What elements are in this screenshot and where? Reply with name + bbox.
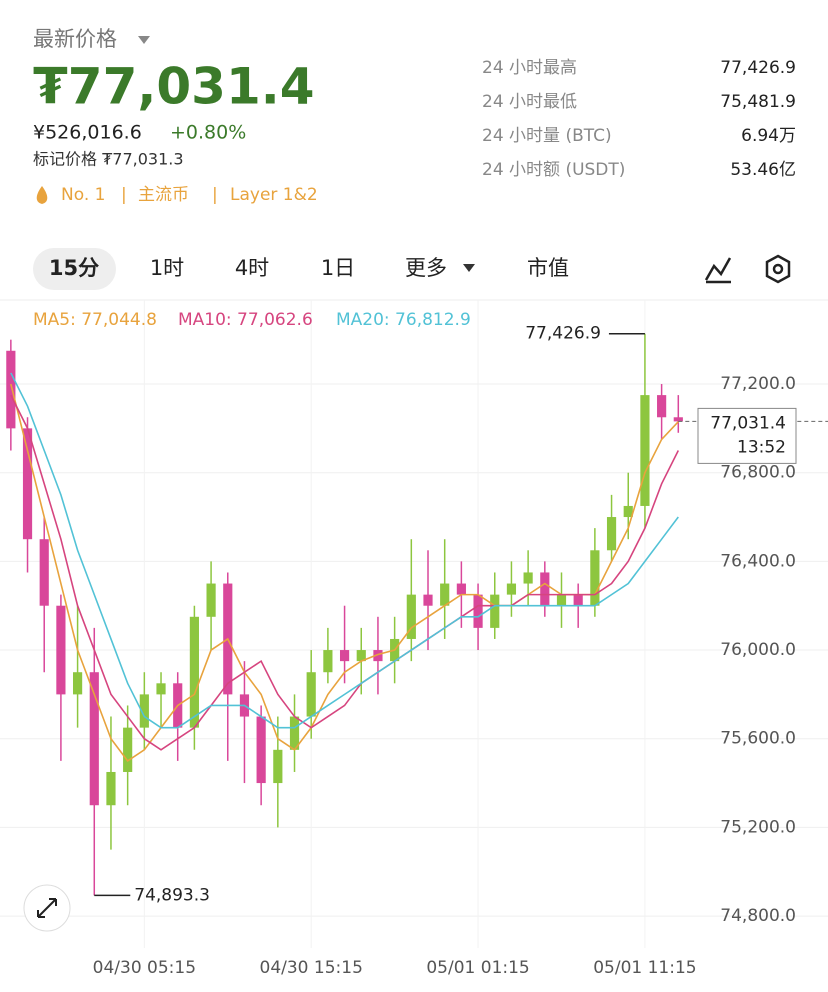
change: +0.80%	[170, 122, 246, 144]
candle-body	[623, 505, 633, 518]
stat-label: 24 小时最高	[482, 58, 577, 78]
tab[interactable]: 1时	[150, 256, 184, 280]
separator: |	[212, 185, 218, 205]
expand-icon	[37, 898, 57, 918]
candle-body	[206, 583, 216, 617]
candle-body	[189, 616, 199, 728]
tag[interactable]: No. 1	[61, 185, 105, 205]
candle-body	[506, 583, 517, 595]
candle-body	[657, 395, 667, 418]
candle-body	[640, 395, 650, 506]
candle-body	[523, 572, 533, 584]
candle-body	[673, 417, 683, 422]
dropdown-icon[interactable]	[138, 36, 150, 44]
last-price-tag: 77,031.4	[710, 413, 786, 433]
mark-price: 标记价格 ₮77,031.3	[33, 150, 184, 169]
stat-value: 77,426.9	[720, 58, 796, 78]
tabs: 15分 1时 4时 1日 更多 市值	[49, 256, 569, 280]
candle-body	[6, 350, 16, 429]
tag[interactable]: 主流币	[138, 185, 189, 205]
candle-body	[56, 605, 66, 695]
stat-label: 24 小时最低	[482, 92, 577, 112]
candle-body	[106, 771, 116, 806]
candle-body	[540, 572, 550, 606]
legend-entry: MA5: 77,044.8	[33, 310, 157, 330]
tab[interactable]: 更多	[405, 256, 447, 280]
stat-label: 24 小时量 (BTC)	[482, 126, 612, 146]
y-tick-label: 77,200.0	[720, 374, 796, 394]
x-tick-label: 05/01 01:15	[426, 958, 529, 978]
last-price-box	[697, 407, 797, 464]
low-label: 74,893.3	[134, 885, 210, 905]
candle-body	[323, 650, 333, 673]
separator: |	[121, 185, 127, 205]
legend-entry: MA20: 76,812.9	[336, 310, 471, 330]
candle-body	[256, 716, 266, 784]
tab[interactable]: 1日	[321, 256, 355, 280]
candle-body	[156, 683, 166, 695]
candle-body	[139, 694, 149, 728]
last-price: ₮77,031.4	[33, 58, 315, 116]
active-tab-bg	[33, 248, 116, 290]
ma-line	[10, 372, 679, 729]
stat-value: 53.46亿	[730, 160, 796, 180]
legend-entry: MA10: 77,062.6	[178, 310, 313, 330]
candle-body	[573, 594, 583, 606]
candle-body	[89, 672, 99, 806]
candle-body	[440, 583, 450, 606]
settings-icon[interactable]	[765, 254, 791, 284]
dropdown-icon[interactable]	[463, 264, 475, 272]
y-tick-label: 75,200.0	[720, 817, 796, 837]
x-tick-label: 05/01 11:15	[593, 958, 696, 978]
tab[interactable]: 4时	[235, 256, 269, 280]
price-label: 最新价格	[33, 27, 117, 51]
y-tick-label: 74,800.0	[720, 906, 796, 926]
candle-body	[273, 749, 283, 784]
candle-body	[590, 550, 600, 606]
stat-value: 75,481.9	[720, 92, 796, 112]
candle-body	[473, 594, 483, 628]
tag[interactable]: Layer 1&2	[230, 185, 318, 205]
tab[interactable]: 15分	[49, 256, 99, 280]
chart: 74,800.0 75,200.0 75,600.0 76,000.0 76,400.0…	[0, 300, 828, 978]
high-label: 77,426.9	[525, 324, 601, 344]
settings-icon-dot	[772, 263, 784, 275]
candle-body	[289, 716, 300, 750]
candle-body	[556, 594, 567, 606]
y-tick-label: 76,800.0	[720, 463, 796, 483]
candle-body	[423, 594, 433, 606]
candle-body	[39, 539, 49, 606]
candle-body	[373, 650, 383, 662]
ma-line	[10, 394, 680, 751]
candle-body	[306, 672, 316, 717]
tab[interactable]: 市值	[527, 256, 569, 280]
candle-body	[406, 594, 416, 639]
stat-value: 6.94万	[741, 126, 796, 146]
flame-icon	[36, 186, 48, 204]
candle-body	[339, 650, 350, 662]
y-tick-label: 75,600.0	[720, 729, 796, 749]
candle-body	[22, 428, 33, 540]
candle-body	[123, 727, 133, 772]
y-tick-label: 76,000.0	[720, 640, 796, 660]
stat-label: 24 小时额 (USDT)	[482, 160, 625, 180]
x-tick-label: 04/30 05:15	[93, 958, 196, 978]
cny-price: ¥526,016.6	[33, 122, 142, 144]
candle-body	[456, 583, 466, 595]
x-tick-label: 04/30 15:15	[260, 958, 363, 978]
countdown: 13:52	[737, 437, 786, 457]
candle-body	[490, 594, 500, 628]
candle-body	[606, 517, 617, 551]
candle-body	[73, 672, 83, 695]
y-tick-label: 76,400.0	[720, 551, 796, 571]
indicator-icon[interactable]	[704, 257, 732, 284]
candle-body	[356, 650, 366, 662]
stats: 24 小时最高 77,426.9 24 小时最低 75,481.9 24 小时量 (BT…	[482, 58, 796, 180]
